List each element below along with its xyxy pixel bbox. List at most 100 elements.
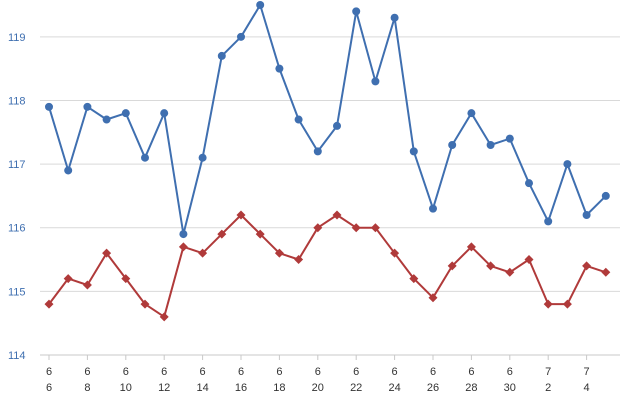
x-tick-label-month: 6: [507, 366, 513, 378]
series-2-point: [236, 210, 246, 220]
series-2-point: [178, 242, 188, 252]
series-2-point: [217, 229, 227, 239]
x-tick-label-month: 7: [545, 366, 551, 378]
series-1-point: [371, 77, 380, 86]
x-tick-label-month: 6: [468, 366, 474, 378]
series-2-point: [543, 299, 553, 309]
series-1-point: [390, 13, 399, 22]
series-1-point: [409, 147, 418, 156]
series-1-point: [45, 102, 53, 111]
x-tick-label-day: 18: [273, 382, 285, 394]
series-2-point: [582, 261, 592, 271]
series-1-point: [83, 102, 92, 111]
x-tick-label-day: 24: [388, 382, 400, 394]
x-tick-label-day: 14: [196, 382, 208, 394]
x-tick-label-day: 20: [312, 382, 324, 394]
series-2-point: [351, 223, 361, 233]
x-tick-label-day: 26: [427, 382, 439, 394]
series-1-point: [601, 191, 610, 200]
series-1-point: [160, 109, 169, 118]
series-1-point: [486, 141, 495, 149]
series-2-point: [82, 280, 92, 290]
series-2-point: [409, 274, 419, 284]
y-tick-label: 115: [8, 286, 26, 298]
series-layer: [44, 1, 611, 322]
grid-layer: [40, 36, 620, 356]
series-1-point: [179, 230, 188, 239]
axis-layer: [48, 355, 588, 360]
x-tick-label-month: 6: [276, 366, 282, 378]
series-1-point: [467, 109, 476, 118]
series-1-point: [544, 217, 553, 226]
x-tick-label-month: 6: [315, 366, 321, 378]
series-2-point: [274, 248, 284, 258]
x-tick-label-month: 6: [123, 366, 129, 378]
label-layer: 114 115 116 117 118 119 6 6 6 8 6 10 6 12 6 14 6 16 6 18 6 20…: [8, 32, 590, 394]
series-2-point: [486, 261, 496, 271]
x-tick-label-day: 6: [46, 382, 52, 394]
series-1-point: [294, 115, 303, 124]
series-2-point: [294, 255, 304, 265]
series-1-point: [352, 7, 361, 16]
y-tick-label: 117: [8, 159, 26, 171]
x-tick-label-day: 4: [584, 382, 590, 394]
series-2-point: [505, 267, 515, 277]
series-2-point: [44, 299, 54, 309]
series-2-point: [524, 255, 534, 265]
x-tick-label-month: 6: [46, 366, 52, 378]
series-2-point: [140, 299, 150, 309]
x-tick-label-day: 22: [350, 382, 362, 394]
series-1-point: [429, 204, 437, 213]
series-1-point: [121, 109, 130, 118]
x-tick-label-month: 6: [430, 366, 436, 378]
series-2-point: [601, 267, 611, 277]
x-tick-label-day: 16: [235, 382, 247, 394]
series-2-point: [466, 242, 476, 252]
y-tick-label: 119: [8, 32, 26, 44]
series-2-point: [159, 312, 169, 322]
x-tick-label-day: 8: [84, 382, 90, 394]
x-tick-label-day: 12: [158, 382, 170, 394]
series-2-point: [313, 223, 323, 233]
series-2-point: [102, 248, 112, 258]
x-tick-label-month: 6: [84, 366, 90, 378]
series-2-point: [447, 261, 457, 271]
series-2-point: [255, 229, 265, 239]
series-1-point: [102, 115, 111, 124]
series-1-point: [448, 141, 457, 149]
x-tick-label-month: 6: [392, 366, 398, 378]
y-tick-label: 116: [8, 223, 26, 235]
series-2-point: [332, 210, 342, 220]
x-tick-label-month: 6: [238, 366, 244, 378]
x-tick-label-day: 10: [120, 382, 132, 394]
series-2-point: [63, 274, 73, 284]
x-tick-label-day: 2: [545, 382, 551, 394]
series-2-point: [121, 274, 131, 284]
series-2-point: [562, 299, 572, 309]
series-1-point: [505, 134, 514, 143]
series-1-line: [48, 4, 607, 236]
x-tick-label-month: 7: [584, 366, 590, 378]
series-1-point: [582, 211, 591, 219]
x-tick-label-day: 28: [465, 382, 477, 394]
series-2-point: [428, 293, 438, 303]
y-tick-label: 118: [8, 95, 26, 107]
series-2-point: [370, 223, 380, 233]
series-1-point: [198, 153, 207, 162]
series-1-point: [333, 121, 341, 130]
series-1-point: [237, 32, 245, 41]
series-2-point: [198, 248, 208, 258]
series-1-point: [563, 160, 572, 169]
series-1-point: [64, 166, 73, 175]
x-tick-label-month: 6: [200, 366, 206, 378]
series-1-point: [256, 1, 265, 9]
y-tick-label: 114: [8, 350, 26, 362]
series-2-point: [390, 248, 400, 258]
series-1-point: [275, 64, 284, 73]
x-tick-label-month: 6: [161, 366, 167, 378]
series-1-point: [525, 179, 533, 188]
x-tick-label-month: 6: [353, 366, 359, 378]
series-1-point: [313, 147, 322, 156]
